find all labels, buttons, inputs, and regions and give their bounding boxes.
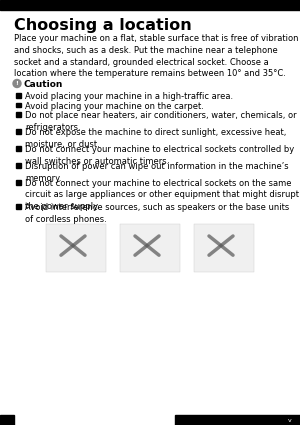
Bar: [194, 224, 254, 272]
Text: !: !: [16, 81, 18, 86]
Text: Avoid placing your machine in a high-traffic area.: Avoid placing your machine in a high-tra…: [25, 92, 233, 101]
Bar: [175, 415, 300, 425]
Text: Avoid placing your machine on the carpet.: Avoid placing your machine on the carpet…: [25, 102, 204, 111]
Text: Do not connect your machine to electrical sockets on the same
circuit as large a: Do not connect your machine to electrica…: [25, 179, 299, 211]
Text: Do not expose the machine to direct sunlight, excessive heat,
moisture, or dust.: Do not expose the machine to direct sunl…: [25, 128, 286, 149]
Bar: [0, 415, 14, 425]
Circle shape: [13, 79, 21, 88]
Text: Do not connect your machine to electrical sockets controlled by
wall switches or: Do not connect your machine to electrica…: [25, 145, 294, 166]
Bar: [16, 146, 20, 151]
Bar: [16, 180, 20, 184]
Text: Choosing a location: Choosing a location: [14, 18, 192, 33]
Text: v: v: [288, 417, 292, 422]
Text: Do not place near heaters, air conditioners, water, chemicals, or
refrigerators.: Do not place near heaters, air condition…: [25, 111, 297, 132]
Bar: [16, 112, 20, 117]
Bar: [16, 163, 20, 167]
Bar: [120, 224, 180, 272]
Bar: [16, 129, 20, 134]
Text: Disruption of power can wipe out information in the machine’s
memory.: Disruption of power can wipe out informa…: [25, 162, 289, 183]
Bar: [46, 224, 106, 272]
Bar: [16, 204, 20, 209]
Bar: [16, 93, 20, 97]
Text: Avoid interference sources, such as speakers or the base units
of cordless phone: Avoid interference sources, such as spea…: [25, 203, 289, 224]
Bar: [16, 103, 20, 107]
Text: Place your machine on a flat, stable surface that is free of vibration
and shock: Place your machine on a flat, stable sur…: [14, 34, 298, 78]
Bar: [0, 0, 300, 10]
Text: Caution: Caution: [24, 80, 63, 89]
